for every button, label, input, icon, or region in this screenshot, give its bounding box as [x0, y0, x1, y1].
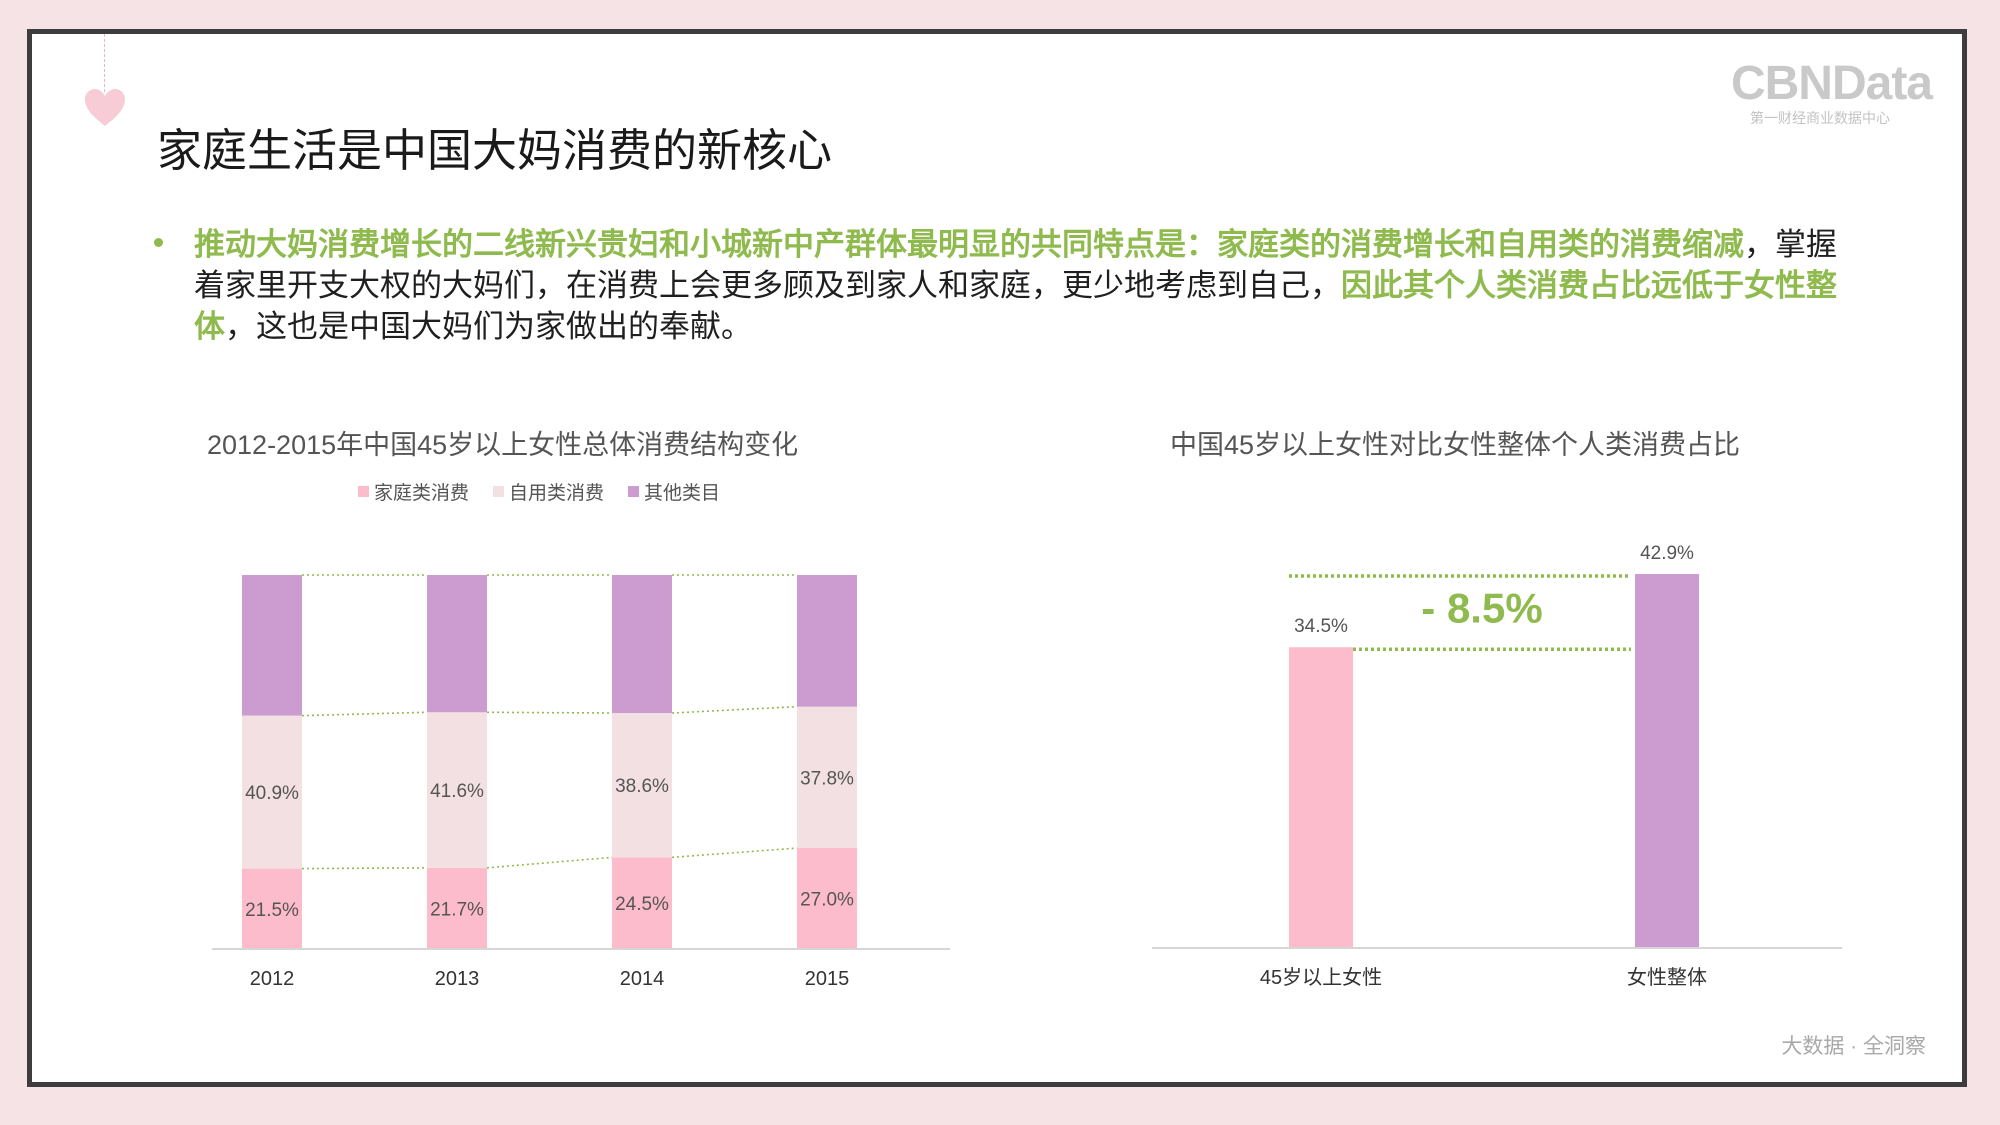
x-tick-2012: 2012 [250, 968, 295, 990]
heart-icon [85, 89, 125, 126]
bar-2014-0 [612, 857, 672, 949]
bar-2013-1 [427, 712, 487, 868]
x-tick-2013: 2013 [435, 968, 480, 990]
bar-1 [1635, 574, 1699, 948]
x-tick-0: 45岁以上女性 [1260, 966, 1382, 989]
legend-label-family: 家庭类消费 [374, 483, 470, 504]
connector-line-0-1 [486, 856, 613, 869]
legend-swatch-other [628, 486, 640, 497]
slide: 家庭生活是中国大妈消费的新核心 CBNData 第一财经商业数据中心 推动大妈消… [27, 29, 1967, 1087]
bar-2012-1 [242, 715, 302, 869]
data-label-0: 34.5% [1294, 616, 1348, 637]
bar-2014-1 [612, 713, 672, 858]
legend-swatch-self [493, 486, 505, 497]
bar-2012-0 [242, 868, 302, 949]
chart1-title: 2012-2015年中国45岁以上女性总体消费结构变化 [207, 430, 799, 460]
chart2-bar: 34.5% 45岁以上女性 42.9% 女性整体 - 8.5% [1152, 543, 1842, 989]
data-label-2013-1: 41.6% [430, 781, 484, 802]
paragraph-text-1: ，掌握着家里开支大权的大妈们，在消费上会更多顾及到家人和家庭，更少地考虑到自己， [194, 227, 1837, 303]
logo-sub-text: 第一财经商业数据中心 [1750, 110, 1890, 126]
paragraph-highlight-1: 推动大妈消费增长的二线新兴贵妇和小城新中产群体最明显的共同特点是：家庭类的消费增… [194, 227, 1744, 262]
x-tick-2015: 2015 [805, 968, 850, 990]
chart1-stacked-bar: 21.5% 40.9% 2012 21.7% 41.6% 2013 24.5% 38.6% 20… [212, 574, 950, 990]
legend-swatch-family [358, 486, 369, 497]
difference-annotation: - 8.5% [1421, 585, 1542, 632]
bar-2015-1 [797, 706, 857, 849]
chart1-legend: 家庭类消费 自用类消费 其他类目 [358, 478, 744, 505]
data-label-1: 42.9% [1640, 543, 1694, 564]
bar-0 [1289, 647, 1353, 948]
bar-2014-2 [612, 575, 672, 714]
data-label-2014-0: 24.5% [615, 894, 669, 915]
connector-line-0-2 [671, 847, 798, 859]
data-label-2015-0: 27.0% [800, 890, 854, 911]
legend-item-other: 其他类目 [628, 478, 720, 505]
connector-line-1-0 [301, 711, 428, 717]
bar-2012-2 [242, 575, 302, 716]
legend-label-self: 自用类消费 [509, 483, 605, 504]
legend-label-other: 其他类目 [644, 483, 721, 504]
decorative-line [104, 34, 105, 92]
data-label-2013-0: 21.7% [430, 899, 484, 920]
page-title: 家庭生活是中国大妈消费的新核心 [157, 125, 833, 176]
connector-line-0-0 [301, 867, 428, 870]
bar-2013-0 [427, 867, 487, 949]
connector-line-1-2 [671, 705, 798, 714]
bullet-icon [154, 238, 163, 247]
data-label-2015-1: 37.8% [800, 768, 854, 789]
legend-item-family: 家庭类消费 [358, 478, 469, 505]
chart2-title: 中国45岁以上女性对比女性整体个人类消费占比 [1169, 430, 1741, 460]
paragraph-text-2: ，这也是中国大妈们为家做出的奉献。 [225, 309, 752, 344]
bar-2015-2 [797, 575, 857, 707]
logo-main-text: CBNData [1730, 57, 1933, 110]
x-tick-1: 女性整体 [1627, 966, 1707, 989]
cbndata-logo: CBNData 第一财经商业数据中心 [1722, 56, 1933, 126]
legend-item-self: 自用类消费 [493, 478, 604, 505]
data-label-2012-0: 21.5% [245, 900, 299, 921]
summary-paragraph: 推动大妈消费增长的二线新兴贵妇和小城新中产群体最明显的共同特点是：家庭类的消费增… [194, 224, 1864, 347]
data-label-2012-1: 40.9% [245, 783, 299, 804]
connector-line-1-1 [486, 711, 613, 714]
bar-2015-0 [797, 848, 857, 949]
x-tick-2014: 2014 [620, 968, 665, 990]
data-label-2014-1: 38.6% [615, 776, 669, 797]
paragraph-highlight-2: 因此其个人类消费占比远低于女性整体 [194, 268, 1837, 344]
bar-2013-2 [427, 575, 487, 713]
footer-tagline: 大数据 · 全洞察 [1781, 1035, 1926, 1058]
